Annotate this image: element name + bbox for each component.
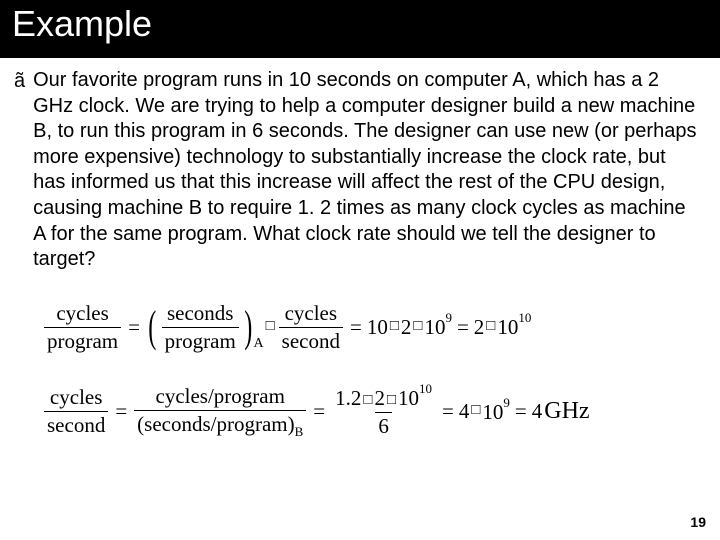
page-number: 19 [690,514,706,530]
operator-box: □ [486,318,495,335]
body-paragraph: Our favorite program runs in 10 seconds … [33,68,702,273]
close-paren: ) [244,307,252,347]
eq1-val5: 1010 [497,314,531,340]
equals-sign: = [313,399,325,424]
equals-sign: = [128,315,140,340]
eq1-paren-den: program [162,327,239,354]
operator-box: □ [413,318,422,335]
eq1-mid-den: second [279,327,343,354]
eq2-unit: GHz [544,398,589,425]
eq2-lhs-num: cycles [47,385,105,411]
equals-sign: = [115,399,127,424]
operator-box: □ [471,402,480,419]
eq1-val3: 109 [424,314,452,340]
eq2-val1: 4 [459,399,470,424]
operator-box: □ [390,318,399,335]
equation-2: cycles second = cycles/program (seconds/… [42,384,702,440]
eq1-mid-num: cycles [282,301,340,327]
bullet-marker: ã [14,68,25,94]
eq2-rhs-num: 1.2□2□1010 [332,385,435,412]
eq2-rhs-den: 6 [375,412,392,439]
eq2-mid-num: cycles/program [153,384,288,410]
eq1-val1: 10 [367,315,388,340]
equations-block: cycles program = ( seconds program ) A □… [42,301,702,440]
equals-sign: = [350,315,362,340]
equation-1: cycles program = ( seconds program ) A □… [42,301,702,354]
open-paren: ( [148,307,156,347]
eq2-lhs-den: second [44,411,108,438]
slide-title: Example [12,4,708,44]
equals-sign: = [457,315,469,340]
slide-content: ã Our favorite program runs in 10 second… [0,58,720,440]
eq1-val4: 2 [474,315,485,340]
equals-sign: = [515,399,527,424]
equals-sign: = [442,399,454,424]
eq1-val2: 2 [401,315,412,340]
eq1-paren-sub: A [253,336,263,352]
eq2-mid-den: (seconds/program)B [134,410,306,440]
bullet-item: ã Our favorite program runs in 10 second… [14,68,702,273]
eq1-lhs-den: program [44,327,121,354]
title-bar: Example [0,0,720,58]
operator-box: □ [266,318,275,335]
eq2-val3: 4 [532,399,543,424]
eq2-val2: 109 [482,399,510,425]
eq1-lhs-num: cycles [53,301,111,327]
eq1-paren-num: seconds [164,301,237,327]
